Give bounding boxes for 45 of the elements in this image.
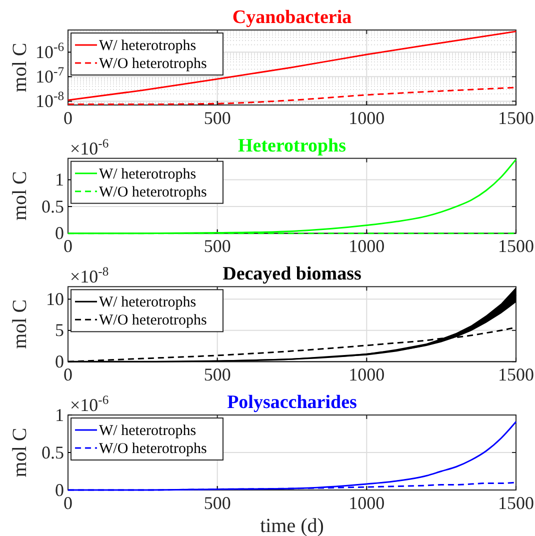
- annotation: ×10$^{-6}$: [70, 136, 109, 158]
- y-tick-label: 10$^{-6}$: [36, 40, 64, 62]
- y-tick-label: 5: [55, 320, 64, 340]
- x-tick-label: 1000: [348, 492, 385, 513]
- chart-title: Cyanobacteria: [232, 7, 352, 28]
- x-tick-label: 500: [204, 364, 231, 384]
- legend-label: W/O heterotrophs: [99, 441, 208, 457]
- x-tick-label: 500: [204, 236, 231, 256]
- annotation: ×10$^{-6}$: [70, 393, 109, 415]
- y-axis-title: mol C: [9, 42, 31, 92]
- y-tick-label: 10$^{-8}$: [36, 88, 64, 111]
- annotation: ×10$^{-8}$: [70, 264, 109, 287]
- x-tick-label: 500: [204, 108, 231, 128]
- y-tick-label: 10$^{-7}$: [36, 64, 64, 86]
- chart-title: Heterotrophs: [238, 135, 346, 156]
- y-tick-label: 0.5: [42, 442, 64, 462]
- y-tick-label: 0: [55, 480, 64, 500]
- line-series: [68, 30, 517, 101]
- y-axis-title: mol C: [9, 299, 31, 349]
- x-tick-label: 1500: [498, 236, 534, 256]
- x-tick-label: 500: [204, 492, 231, 513]
- legend-label: W/O heterotrophs: [99, 184, 208, 200]
- x-tick-label: 1500: [498, 364, 534, 384]
- x-axis-title: time (d): [260, 515, 324, 536]
- x-tick-label: 1000: [348, 236, 385, 256]
- legend-label: W/ heterotrophs: [99, 294, 196, 311]
- y-axis-title: mol C: [9, 171, 31, 221]
- legend-label: W/ heterotrophs: [99, 423, 196, 439]
- x-tick-label: 1500: [498, 492, 534, 513]
- y-tick-label: 1: [55, 404, 64, 425]
- legend-label: W/ heterotrophs: [99, 38, 196, 54]
- y-tick-label: 0: [55, 351, 64, 372]
- x-tick-label: 1500: [498, 108, 534, 128]
- legend-label: W/ heterotrophs: [99, 166, 196, 182]
- x-tick-label: 1000: [348, 364, 385, 384]
- y-tick-label: 0: [55, 223, 64, 244]
- y-axis-title: mol C: [9, 428, 31, 478]
- y-tick-label: 10: [46, 288, 64, 309]
- chart-title: Polysaccharides: [227, 392, 357, 413]
- chart-title: Decayed biomass: [222, 264, 362, 285]
- legend-label: W/O heterotrophs: [99, 312, 208, 329]
- y-tick-label: 1: [55, 170, 64, 190]
- legend-label: W/O heterotrophs: [99, 56, 208, 72]
- x-tick-label: 1000: [348, 108, 385, 128]
- y-tick-label: 0.5: [42, 196, 64, 216]
